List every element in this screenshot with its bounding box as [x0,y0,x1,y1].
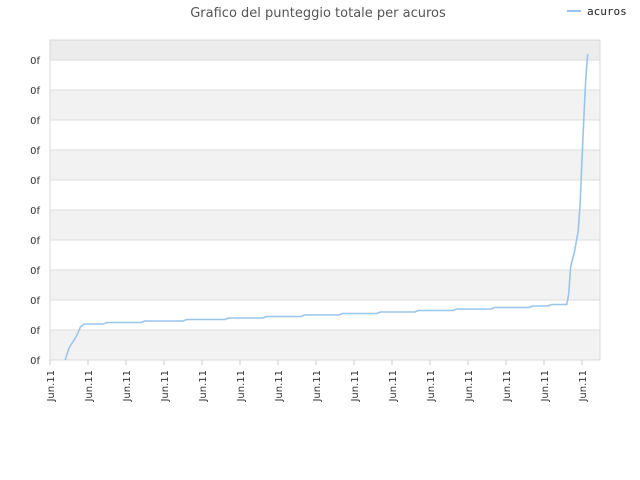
y-tick-label: 0f [30,266,40,277]
y-tick-label: 0f [30,236,40,247]
x-tick-label: Jun.11 [236,370,247,403]
x-tick-label: Jun.11 [540,370,551,403]
legend-label: acuros [587,5,627,18]
plot-frame [49,39,601,361]
x-tick-label: Jun.11 [350,370,361,403]
y-tick-label: 0f [30,146,40,157]
x-tick-label: Jun.11 [160,370,171,403]
plot-band [50,40,600,60]
plot-band [50,180,600,210]
plot-band [50,210,600,240]
plot-band [50,120,600,150]
plot-band [50,90,600,120]
x-tick-label: Jun.11 [426,370,437,403]
y-tick-label: 0f [30,176,40,187]
y-tick-label: 0f [30,296,40,307]
y-tick-label: 0f [30,326,40,337]
plot-band [50,330,600,360]
series-line-acuros [64,53,589,361]
x-tick-label: Jun.11 [388,370,399,403]
x-tick-label: Jun.11 [122,370,133,403]
x-tick-label: Jun.11 [312,370,323,403]
plot-band [50,270,600,300]
plot-band [50,150,600,180]
x-tick-label: Jun.11 [84,370,95,403]
x-tick-label: Jun.11 [274,370,285,403]
y-tick-label: 0f [30,116,40,127]
x-tick-label: Jun.11 [464,370,475,403]
x-tick-label: Jun.11 [502,370,513,403]
plot-band [50,240,600,270]
plot-band [50,60,600,90]
x-axis: Jun.11 Jun.11 Jun.11 Jun.11 Jun.11 Jun.11 Jun.… [46,360,589,403]
chart-title: Grafico del punteggio totale per acuros [190,6,446,21]
legend: acuros [567,5,627,18]
y-tick-label: 0f [30,86,40,97]
y-tick-label: 0f [30,206,40,217]
plot-bands [50,40,600,360]
series-layer [64,53,589,361]
x-tick-label: Jun.11 [46,370,57,403]
y-tick-label: 0f [30,356,40,367]
x-tick-label: Jun.11 [198,370,209,403]
x-tick-label: Jun.11 [578,370,589,403]
y-axis: 0f 0f 0f 0f 0f 0f 0f 0f 0f 0f 0f [30,56,40,367]
y-tick-label: 0f [30,56,40,67]
